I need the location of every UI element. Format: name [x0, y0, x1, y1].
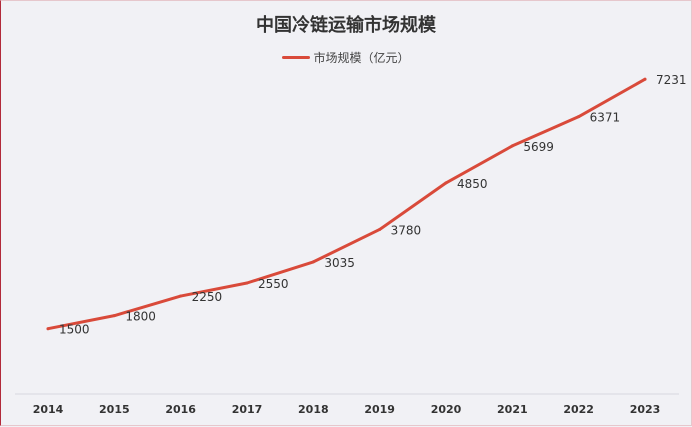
x-tick-label: 2019 — [364, 403, 395, 416]
x-tick-label: 2020 — [431, 403, 462, 416]
data-point — [112, 314, 116, 318]
x-tick-label: 2015 — [99, 403, 130, 416]
data-label: 6371 — [590, 111, 621, 125]
x-tick-label: 2022 — [563, 403, 594, 416]
x-tick-label: 2021 — [497, 403, 528, 416]
data-point — [643, 77, 647, 81]
data-label: 7231 — [656, 73, 687, 87]
data-point — [311, 260, 315, 264]
data-label: 2250 — [192, 290, 223, 304]
data-label: 4850 — [457, 177, 488, 191]
data-point — [378, 227, 382, 231]
data-point — [510, 144, 514, 148]
data-label: 1500 — [59, 323, 90, 337]
data-point — [245, 281, 249, 285]
legend-label: 市场规模（亿元） — [313, 51, 410, 65]
x-tick-label: 2016 — [165, 403, 196, 416]
legend-swatch — [282, 56, 311, 59]
data-point — [577, 115, 581, 119]
chart-title: 中国冷链运输市场规模 — [256, 15, 436, 36]
data-label: 1800 — [125, 310, 156, 324]
data-point — [46, 327, 50, 331]
x-tick-label: 2023 — [630, 403, 661, 416]
data-point — [444, 181, 448, 185]
data-point — [179, 294, 183, 298]
x-tick-label: 2017 — [232, 403, 263, 416]
legend: 市场规模（亿元） — [1, 49, 691, 66]
data-label: 2550 — [258, 277, 289, 291]
data-label: 5699 — [523, 140, 554, 154]
data-label: 3035 — [324, 256, 355, 270]
data-label: 3780 — [391, 223, 422, 237]
series-line — [46, 77, 647, 331]
x-tick-label: 2018 — [298, 403, 329, 416]
x-tick-label: 2014 — [33, 403, 64, 416]
